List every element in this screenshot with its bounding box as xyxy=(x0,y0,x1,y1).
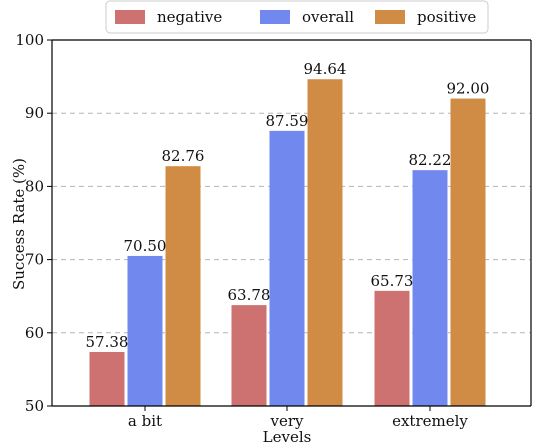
bar-value-label: 82.76 xyxy=(162,147,205,165)
bar xyxy=(412,170,448,406)
bar xyxy=(231,305,267,406)
y-tick-label: 80 xyxy=(25,177,44,195)
legend: negative overall positive xyxy=(105,0,489,34)
bar xyxy=(89,351,125,406)
bar-value-label: 57.38 xyxy=(86,333,129,351)
legend-swatch xyxy=(375,10,405,24)
legend-label: negative xyxy=(157,8,222,26)
bar-value-label: 82.22 xyxy=(409,151,452,169)
bars xyxy=(89,79,486,407)
axes xyxy=(51,39,532,407)
bar-value-label: 65.73 xyxy=(371,272,414,290)
bar xyxy=(374,290,410,406)
y-tick-label: 100 xyxy=(15,31,44,49)
legend-box xyxy=(105,0,489,34)
legend-label: positive xyxy=(417,8,476,26)
y-tick-label: 90 xyxy=(25,104,44,122)
bar xyxy=(450,98,486,406)
bar-value-label: 63.78 xyxy=(228,286,271,304)
y-tick-label: 70 xyxy=(25,251,44,269)
bar xyxy=(269,130,305,407)
y-tick-label: 50 xyxy=(25,397,44,415)
bar xyxy=(127,255,163,406)
bar xyxy=(165,166,201,406)
legend-swatch xyxy=(260,10,290,24)
bar xyxy=(307,79,343,406)
legend-swatch xyxy=(115,10,145,24)
bar-value-label: 94.64 xyxy=(304,60,347,78)
x-axis-label: Levels xyxy=(263,428,312,446)
y-tick-label: 60 xyxy=(25,324,44,342)
value-labels: 57.38 70.50 82.76 63.78 87.59 94.64 65.73 82.22… xyxy=(86,60,490,351)
x-axis-ticks: a bit very extremely xyxy=(128,406,468,430)
x-tick-label: very xyxy=(270,412,305,430)
x-tick-label: extremely xyxy=(392,412,468,430)
bar-value-label: 92.00 xyxy=(447,80,490,98)
bar-value-label: 70.50 xyxy=(124,237,167,255)
bar-value-label: 87.59 xyxy=(266,112,309,130)
y-axis-label: Success Rate (%) xyxy=(10,158,28,290)
legend-label: overall xyxy=(302,8,354,26)
x-tick-label: a bit xyxy=(128,412,162,430)
y-axis-ticks: 50 60 70 80 90 100 xyxy=(15,31,52,415)
